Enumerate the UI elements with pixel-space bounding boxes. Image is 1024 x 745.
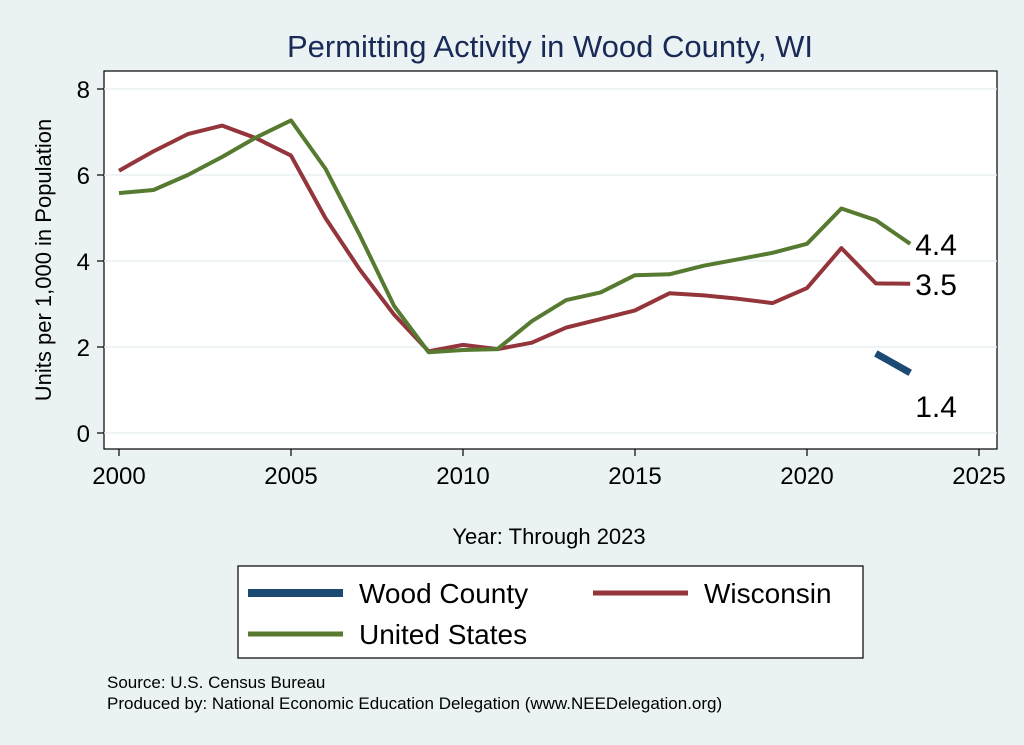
source-note: Source: U.S. Census Bureau bbox=[107, 673, 325, 692]
x-axis: 2000 2005 2010 2015 2020 2025 bbox=[92, 449, 1006, 490]
chart-title: Permitting Activity in Wood County, WI bbox=[287, 29, 813, 64]
y-axis-title: Units per 1,000 in Population bbox=[31, 119, 56, 402]
y-tick-label: 8 bbox=[77, 77, 90, 104]
legend-box bbox=[237, 565, 864, 659]
y-tick-label: 4 bbox=[77, 249, 90, 276]
producer-note: Produced by: National Economic Education… bbox=[107, 694, 722, 713]
plot-area bbox=[103, 70, 998, 450]
end-label-united-states: 4.4 bbox=[915, 229, 957, 262]
x-tick-label: 2020 bbox=[780, 463, 833, 490]
x-tick-label: 2015 bbox=[608, 463, 661, 490]
legend: Wood County Wisconsin United States bbox=[237, 565, 864, 659]
series-line-wisconsin bbox=[118, 123, 911, 354]
grid bbox=[104, 88, 997, 434]
end-label-wood-county: 1.4 bbox=[915, 391, 957, 424]
end-labels: 3.5 4.4 1.4 bbox=[915, 229, 957, 424]
x-tick-label: 2010 bbox=[436, 463, 489, 490]
y-tick-label: 2 bbox=[77, 335, 90, 362]
x-tick-label: 2025 bbox=[952, 463, 1005, 490]
x-axis-title: Year: Through 2023 bbox=[452, 524, 645, 549]
y-axis: 0 2 4 6 8 bbox=[77, 77, 104, 448]
series-line-wood-county bbox=[874, 350, 912, 376]
legend-label-united-states: United States bbox=[359, 619, 527, 650]
series-line-united-states bbox=[118, 118, 912, 355]
y-tick-label: 6 bbox=[77, 163, 90, 190]
legend-label-wood-county: Wood County bbox=[359, 578, 528, 609]
series-lines bbox=[118, 118, 912, 376]
y-tick-label: 0 bbox=[77, 421, 90, 448]
x-tick-label: 2005 bbox=[264, 463, 317, 490]
legend-label-wisconsin: Wisconsin bbox=[704, 578, 832, 609]
x-tick-label: 2000 bbox=[92, 463, 145, 490]
end-label-wisconsin: 3.5 bbox=[915, 269, 957, 302]
